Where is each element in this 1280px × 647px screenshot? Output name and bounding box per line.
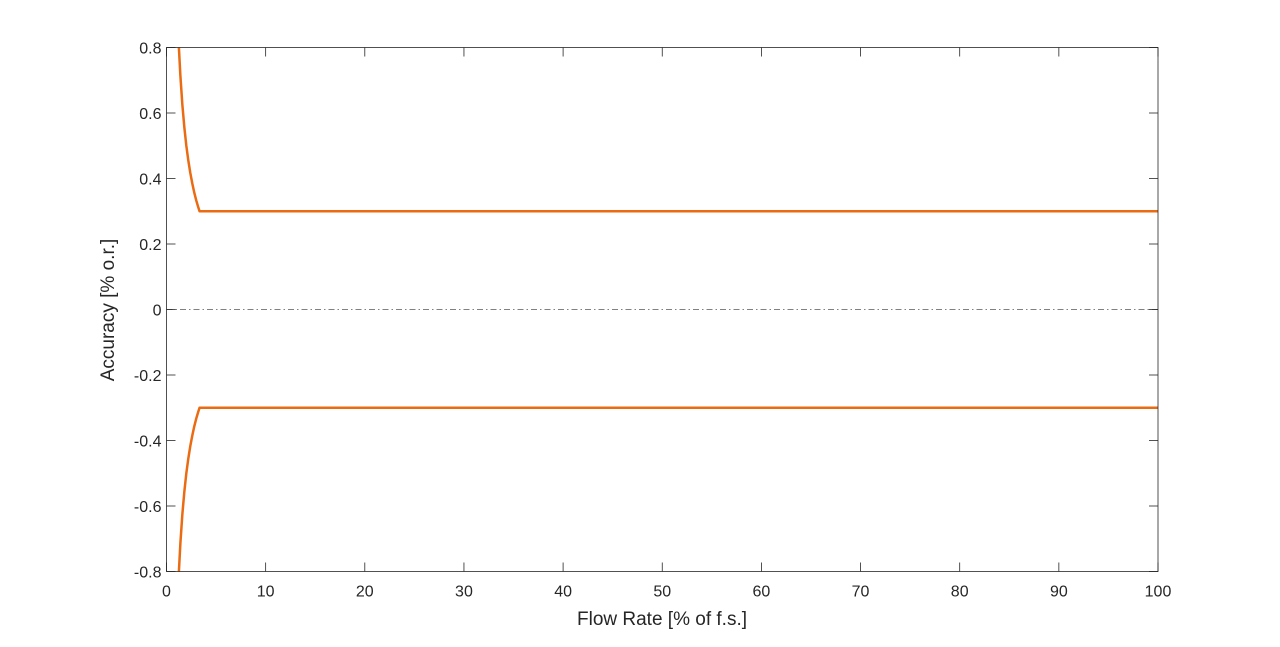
- ticks-layer: 0 10 20 30 40 50 60 70 80 90 100 -0.8 -0.6 -0.4 -0.2 0 0…: [134, 41, 1172, 601]
- x-tick-label: 80: [951, 584, 969, 601]
- x-axis-label: Flow Rate [% of f.s.]: [577, 609, 747, 630]
- y-tick-label: 0.4: [139, 172, 161, 189]
- x-tick-label: 0: [162, 584, 171, 601]
- y-tick-label: 0.2: [139, 237, 161, 254]
- y-axis-label: Accuracy [% o.r.]: [98, 239, 119, 382]
- y-tick-label: -0.6: [134, 499, 162, 516]
- upper-accuracy-limit-line: [177, 47, 1158, 213]
- y-tick-label: -0.4: [134, 434, 162, 451]
- x-tick-label: 40: [554, 584, 572, 601]
- x-tick-label: 20: [356, 584, 374, 601]
- x-tick-label: 50: [653, 584, 671, 601]
- x-tick-label: 70: [852, 584, 870, 601]
- x-tick-label: 100: [1145, 584, 1172, 601]
- plot-frame: [166, 47, 1159, 572]
- y-tick-label: 0.8: [139, 41, 161, 58]
- lower-accuracy-limit-line: [177, 406, 1158, 572]
- x-tick-label: 10: [257, 584, 275, 601]
- x-tick-label: 60: [753, 584, 771, 601]
- y-tick-label: -0.2: [134, 368, 162, 385]
- y-tick-label: 0.6: [139, 106, 161, 123]
- y-tick-label: 0: [153, 303, 162, 320]
- y-tick-label: -0.8: [134, 565, 162, 582]
- x-tick-label: 90: [1050, 584, 1068, 601]
- series-layer: [166, 47, 1158, 572]
- x-tick-label: 30: [455, 584, 473, 601]
